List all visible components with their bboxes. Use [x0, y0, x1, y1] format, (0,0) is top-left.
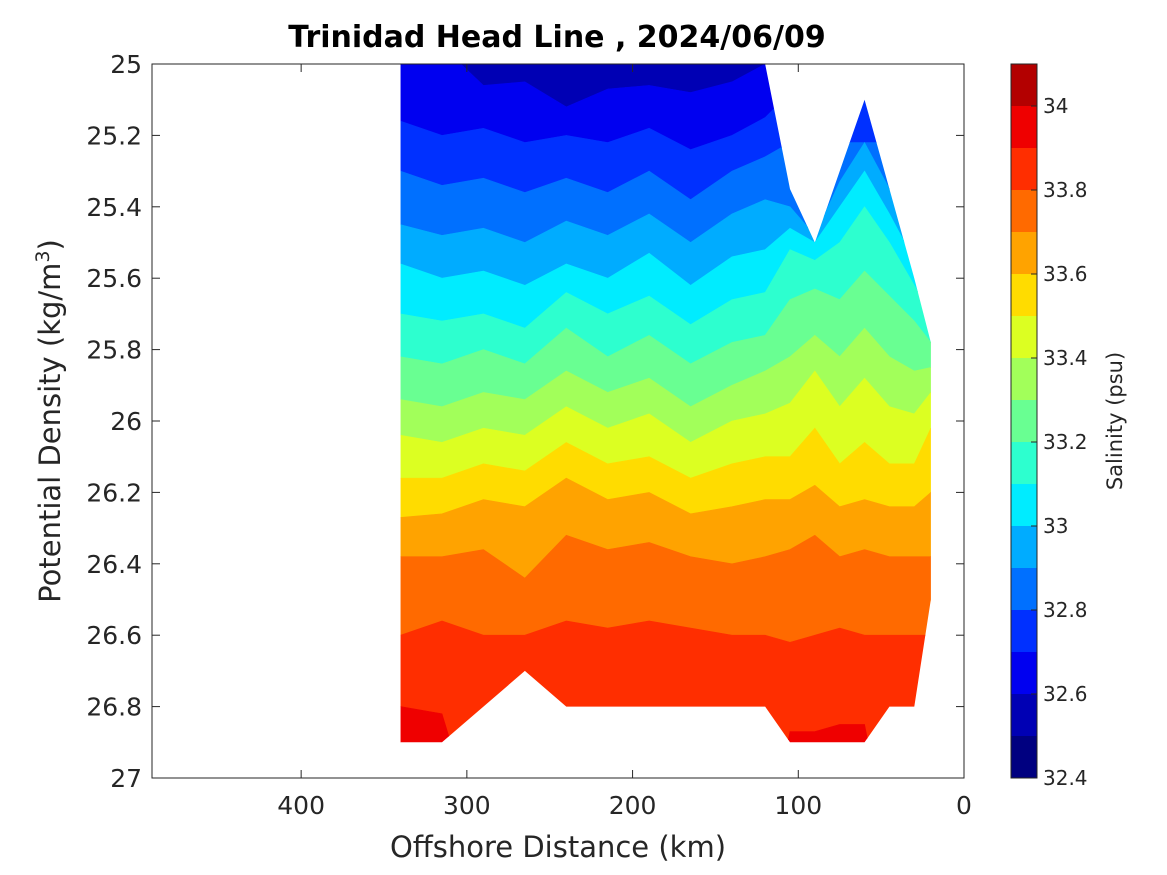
y-axis-label-superscript: 3 [32, 250, 54, 262]
colorbar-label: Salinity (psu) [1103, 352, 1127, 490]
y-tick-label: 26.2 [86, 478, 142, 507]
colorbar: 32.4 32.6 32.8 33 33.2 33.4 33.6 33.8 34 [1010, 63, 1088, 790]
colorbar-tick-label: 32.6 [1043, 682, 1088, 706]
x-tick-label: 400 [277, 791, 325, 820]
y-tick-label: 26 [110, 407, 142, 436]
colorbar-tick-label: 33.6 [1043, 262, 1088, 286]
y-axis-label-close: ) [33, 239, 67, 250]
x-tick-label: 200 [609, 791, 657, 820]
y-tick-label: 25.2 [86, 121, 142, 150]
x-axis: 400 300 200 100 0 [277, 64, 972, 820]
colorbar-segment [1011, 568, 1037, 610]
x-tick-label: 300 [443, 791, 491, 820]
colorbar-segment [1011, 106, 1037, 148]
colorbar-segment [1011, 148, 1037, 190]
colorbar-segment [1011, 694, 1037, 736]
colorbar-segment [1011, 190, 1037, 232]
colorbar-segment [1011, 442, 1037, 484]
y-tick-label: 25.8 [86, 336, 142, 365]
x-tick-label: 100 [774, 791, 822, 820]
y-axis-label: Potential Density (kg/m3) [32, 239, 67, 603]
colorbar-segment [1011, 526, 1037, 568]
y-tick-label: 25.4 [86, 193, 142, 222]
colorbar-tick-label: 34 [1043, 94, 1068, 118]
y-tick-label: 26.4 [86, 550, 142, 579]
colorbar-tick-label: 33.4 [1043, 346, 1088, 370]
colorbar-segment [1011, 358, 1037, 400]
colorbar-tick-label: 33 [1043, 514, 1068, 538]
contour-fill-group [400, 64, 931, 743]
colorbar-segment [1011, 610, 1037, 652]
y-tick-label: 25 [110, 50, 142, 79]
colorbar-frame [1010, 63, 1038, 779]
y-tick-label: 26.8 [86, 693, 142, 722]
x-axis-label: Offshore Distance (km) [390, 830, 726, 864]
colorbar-segment [1011, 736, 1037, 778]
colorbar-tick-label: 33.8 [1043, 178, 1088, 202]
chart-title: Trinidad Head Line , 2024/06/09 [288, 20, 825, 55]
colorbar-tick-label: 33.2 [1043, 430, 1088, 454]
y-axis: 25 25.2 25.4 25.6 25.8 26 26.2 26.4 26.6 26.8 27 [86, 50, 964, 793]
x-tick-label: 0 [956, 791, 972, 820]
colorbar-segment [1011, 64, 1037, 106]
y-tick-label: 25.6 [86, 264, 142, 293]
colorbar-segment [1011, 274, 1037, 316]
y-tick-label: 27 [110, 764, 142, 793]
colorbar-segment [1011, 652, 1037, 694]
colorbar-segment [1011, 484, 1037, 526]
y-tick-label: 26.6 [86, 621, 142, 650]
y-axis-label-main: Potential Density (kg/m [33, 263, 67, 603]
colorbar-segment [1011, 400, 1037, 442]
colorbar-segment [1011, 316, 1037, 358]
colorbar-tick-label: 32.8 [1043, 598, 1088, 622]
colorbar-tick-label: 32.4 [1043, 766, 1088, 790]
colorbar-segment [1011, 232, 1037, 274]
